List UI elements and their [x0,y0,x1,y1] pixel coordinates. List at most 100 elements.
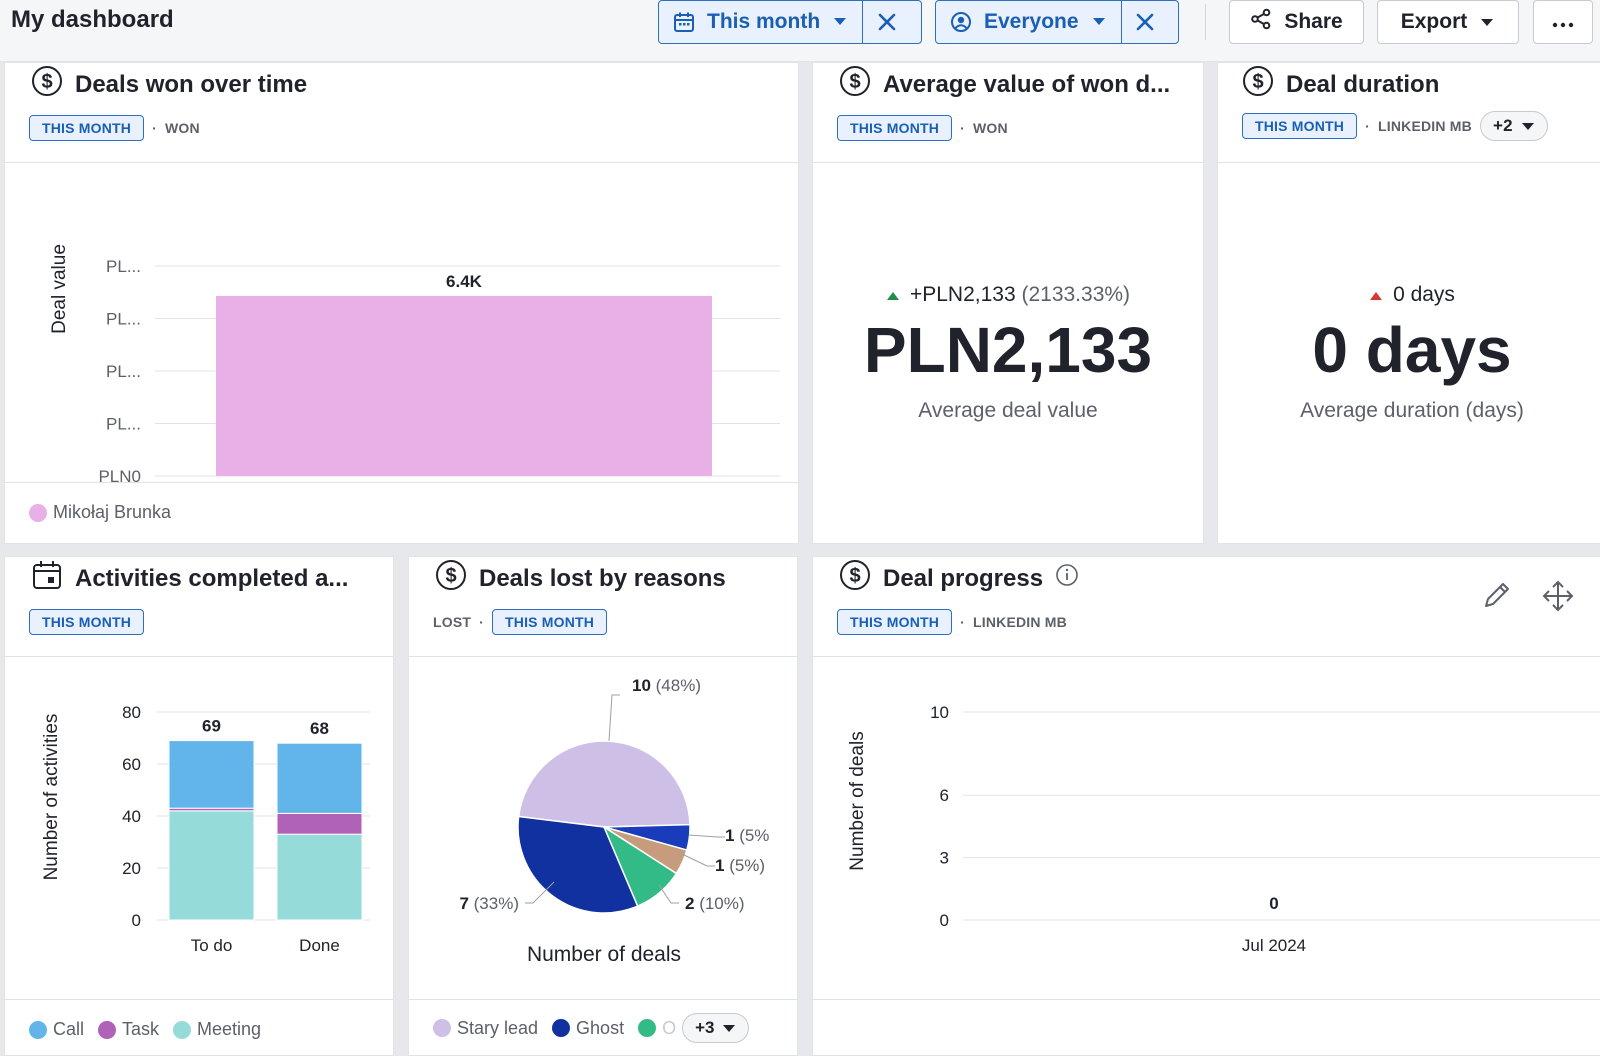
y-tick-label: 40 [122,807,141,826]
y-tick-label: PL... [106,415,141,434]
deals-lost-card: $ Deals lost by reasons LOST · THIS MONT… [408,556,798,1056]
caret-down-icon [832,17,848,27]
dollar-circle-icon: $ [839,65,871,104]
dollar-circle-icon: $ [839,559,871,598]
y-tick-label: 0 [132,911,141,930]
kpi-value: 0 days [1312,314,1512,386]
info-icon[interactable] [1055,563,1079,594]
chart-legend: Call Task Meeting [29,1019,261,1040]
card-title: Average value of won d... [883,70,1171,98]
kpi-delta: 0 days [1218,283,1600,307]
card-title: Activities completed a... [75,564,349,592]
card-header: Activities completed a... [31,559,348,598]
deals-lost-chart: 10 (48%) 7 (33%) 2 (10%) 1 (5%) 1 (5% Number… [459,676,769,966]
edit-pencil-icon[interactable] [1481,579,1513,616]
divider [409,656,797,657]
divider [5,656,393,657]
bar [216,295,712,476]
card-tags: THIS MONTH · WON [29,115,200,141]
pie-leader-line [681,853,715,867]
more-filters-label: +2 [1492,116,1513,135]
caret-down-icon [1521,116,1535,136]
y-tick-label: 60 [122,755,141,774]
activities-card: Activities completed a... THIS MONTH 0 20… [4,556,394,1056]
pie-data-label: 1 (5%) [715,856,765,875]
top-bar: My dashboard This month Everyone [0,0,1600,62]
y-tick-label: PLN0 [98,467,141,483]
divider [813,656,1600,657]
pie-data-label: 7 (33%) [459,894,519,913]
bar-segment [276,742,363,814]
period-tag[interactable]: THIS MONTH [837,609,953,635]
y-tick-label: 6 [940,786,949,805]
more-options-button[interactable] [1533,0,1593,44]
move-arrows-icon[interactable] [1541,579,1575,618]
card-title: Deal progress [883,564,1044,592]
pie-slice [517,740,691,828]
legend-label: Call [53,1019,85,1039]
kpi-delta: +PLN2,133 (2133.33%) [813,283,1203,307]
legend-item[interactable]: Task [98,1019,159,1040]
card-tags: LOST · THIS MONTH [433,609,608,635]
card-header: $ Deals won over time [31,65,307,104]
svg-text:$: $ [849,565,860,587]
legend-item[interactable]: Stary lead [433,1018,538,1039]
card-header: $ Average value of won d... [839,65,1170,104]
toolbar-divider [1205,4,1206,40]
card-tags: THIS MONTH [29,609,145,635]
status-tag: LOST [433,614,472,630]
bar-total-label: 69 [202,717,221,736]
bar-segment [276,812,363,835]
clear-period-button[interactable] [862,1,910,43]
legend-swatch [552,1019,571,1037]
period-tag[interactable]: THIS MONTH [1242,113,1358,139]
card-header: $ Deals lost by reasons [435,559,726,598]
period-tag[interactable]: THIS MONTH [837,115,953,141]
more-filters-button[interactable]: +2 [1479,111,1548,141]
user-circle-icon [950,11,972,33]
separator: · [479,614,485,630]
legend-item[interactable]: O [638,1018,676,1039]
period-tag[interactable]: THIS MONTH [492,609,608,635]
svg-text:$: $ [849,71,860,93]
legend-item[interactable]: Call [29,1019,84,1040]
share-button[interactable]: Share [1229,0,1364,44]
bar-total-label: 68 [310,719,329,738]
source-tag: LINKEDIN MB [1377,118,1472,134]
svg-text:$: $ [1252,71,1263,93]
y-tick-label: 0 [940,911,949,930]
y-tick-label: PL... [106,310,141,329]
legend-swatch [98,1020,117,1039]
activities-chart: 0 20 40 60 80 69 To do 68 Done Number of activi… [41,703,370,955]
trend-up-icon [886,283,900,307]
period-tag[interactable]: THIS MONTH [29,609,145,635]
card-title: Deals lost by reasons [479,564,726,592]
period-filter-label: This month [707,10,821,33]
y-tick-label: PL... [106,257,141,276]
card-tags: THIS MONTH · WON [837,115,1008,141]
separator: · [152,120,157,136]
divider [1218,162,1600,163]
card-title: Deals won over time [75,70,308,98]
pie-leader-line [525,881,555,904]
legend-item[interactable]: Ghost [552,1018,624,1039]
user-filter-dropdown[interactable]: Everyone [936,1,1121,43]
legend-label: Stary lead [457,1017,539,1038]
export-button[interactable]: Export [1377,0,1519,44]
divider [409,999,797,1000]
pie-leader-line [688,834,725,838]
bar-data-label: 0 [1269,894,1278,913]
period-filter[interactable]: This month [658,0,922,44]
caret-down-icon [1479,10,1495,34]
clear-user-button[interactable] [1120,1,1169,43]
period-filter-dropdown[interactable]: This month [659,1,862,43]
more-legend-button[interactable]: +3 [682,1013,750,1043]
legend-item[interactable]: Mikołaj Brunka [29,502,171,523]
user-filter[interactable]: Everyone [935,0,1179,44]
period-tag[interactable]: THIS MONTH [29,115,145,141]
divider [813,162,1203,163]
legend-item[interactable]: Meeting [173,1019,261,1040]
dollar-circle-icon: $ [435,559,467,598]
y-axis-label: Deal value [49,244,70,334]
